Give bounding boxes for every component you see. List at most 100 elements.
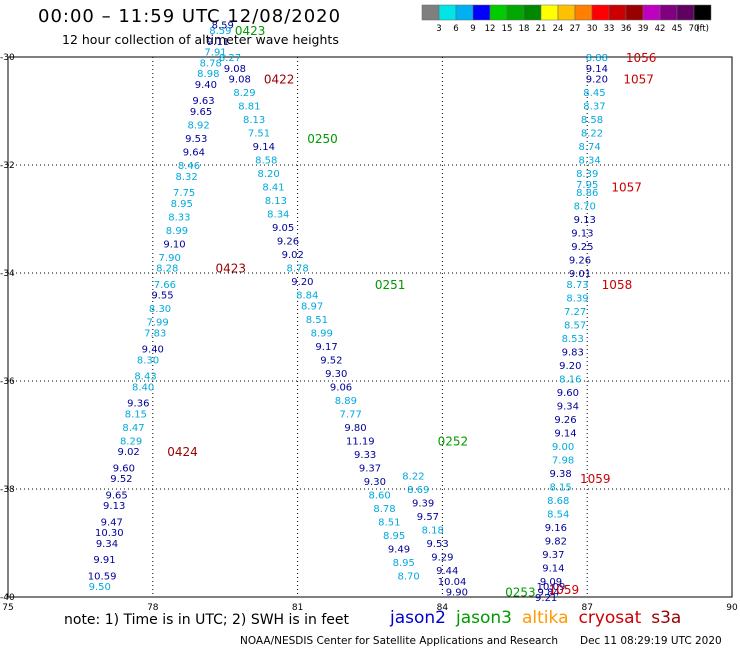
colorbar-label: 6 (453, 24, 458, 34)
wave-height-value: 8.53 (562, 334, 584, 345)
wave-height-value: 8.43 (134, 372, 156, 383)
wave-height-value: 9.53 (426, 539, 448, 550)
wave-height-value: 7.95 (576, 180, 598, 191)
wave-height-value: 9.52 (110, 474, 132, 485)
track-label: 0253 (505, 586, 536, 600)
wave-height-value: 9.37 (359, 463, 381, 474)
wave-height-value: 8.13 (265, 196, 287, 207)
wave-height-value: 9.00 (552, 442, 574, 453)
wave-height-value: 9.16 (545, 523, 567, 534)
wave-height-value: 8.58 (255, 156, 277, 167)
y-tick-label: -34 (0, 269, 15, 279)
track-label: 1057 (623, 73, 654, 87)
wave-height-value: 8.99 (311, 328, 333, 339)
colorbar-swatch (523, 4, 542, 21)
wave-height-value: 9.33 (354, 450, 376, 461)
wave-height-value: 9.02 (118, 447, 140, 458)
wave-height-value: 9.11 (207, 37, 229, 48)
colorbar-swatch (574, 4, 593, 21)
wave-height-value: 9.82 (545, 536, 567, 547)
wave-height-value: 8.46 (178, 161, 200, 172)
colorbar-label: 9 (470, 24, 475, 34)
colorbar-unit: (ft) (696, 24, 709, 34)
colorbar-label: 27 (570, 24, 581, 34)
colorbar-swatch (591, 4, 610, 21)
wave-height-value: 9.01 (569, 269, 591, 280)
wave-height-value: 9.29 (431, 553, 453, 564)
wave-height-value: 8.99 (166, 226, 188, 237)
wave-height-value: 7.91 (204, 48, 226, 59)
y-tick-label: -30 (0, 53, 15, 63)
plot-frame (7, 56, 733, 598)
wave-height-value: 8.59 (209, 26, 231, 37)
wave-height-value: 8.27 (219, 53, 241, 64)
colorbar-label: 36 (621, 24, 632, 34)
wave-height-value: 8.40 (132, 382, 154, 393)
wave-height-value: 7.99 (146, 318, 168, 329)
wave-height-value: 9.55 (151, 291, 173, 302)
colorbar-label: 21 (536, 24, 547, 34)
wave-height-value: 9.52 (320, 355, 342, 366)
wave-height-value: 8.54 (547, 509, 569, 520)
x-tick-label: 90 (726, 603, 738, 613)
wave-height-value: 9.44 (436, 566, 458, 577)
wave-height-value: 9.57 (417, 512, 439, 523)
track-label: 0423 (216, 262, 247, 276)
wave-height-value: 9.39 (412, 499, 434, 510)
y-tick-label: -40 (0, 593, 15, 603)
wave-height-value: 8.51 (378, 517, 400, 528)
colorbar-swatch (489, 4, 508, 21)
wave-height-value: 9.38 (550, 469, 572, 480)
note-text: note: 1) Time is in UTC; 2) SWH is in fe… (64, 612, 350, 628)
track-label: 1056 (626, 51, 657, 65)
track-label: 0423 (235, 24, 266, 38)
wave-height-value: 9.65 (190, 107, 212, 118)
y-tick-label: -36 (0, 377, 15, 387)
wave-height-value: 9.02 (282, 250, 304, 261)
wave-height-value: 9.14 (253, 142, 275, 153)
wave-height-value: 9.60 (113, 463, 135, 474)
wave-height-value: 8.39 (576, 169, 598, 180)
wave-height-value: 9.60 (557, 388, 579, 399)
wave-height-value: 8.28 (156, 264, 178, 275)
wave-height-value: 8.74 (578, 142, 600, 153)
colorbar-label: 3 (436, 24, 441, 34)
satellite-legend: jason2 jason3 altika cryosat s3a (390, 608, 691, 628)
wave-height-value: 8.13 (243, 115, 265, 126)
credit-text: NOAA/NESDIS Center for Satellite Applica… (240, 635, 558, 647)
wave-height-value: 9.14 (586, 64, 608, 75)
colorbar-label: 45 (672, 24, 683, 34)
wave-height-value: 11.19 (346, 436, 375, 447)
wave-height-value: 8.41 (262, 183, 284, 194)
wave-height-value: 10.04 (438, 577, 467, 588)
track-label: 0424 (167, 445, 198, 459)
wave-height-value: 8.69 (407, 485, 429, 496)
wave-height-value: 8.60 (369, 490, 391, 501)
colorbar-swatch (557, 4, 576, 21)
wave-height-value: 8.34 (267, 210, 289, 221)
wave-height-value: 8.98 (197, 69, 219, 80)
wave-height-value: 9.84 (537, 588, 559, 599)
legend-altika: altika (522, 608, 569, 628)
x-tick-label: 81 (292, 603, 303, 613)
wave-height-value: 8.51 (306, 315, 328, 326)
colorbar-label: 24 (553, 24, 564, 34)
wave-height-value: 9.20 (559, 361, 581, 372)
wave-height-value: 9.13 (571, 229, 593, 240)
wave-height-value: 8.78 (373, 504, 395, 515)
wave-height-value: 9.26 (569, 256, 591, 267)
wave-height-value: 8.58 (581, 115, 603, 126)
wave-height-value: 8.97 (301, 301, 323, 312)
colorbar-label: 33 (604, 24, 615, 34)
colorbar-label: 18 (519, 24, 530, 34)
wave-height-value: 9.26 (554, 415, 576, 426)
wave-height-value: 9.40 (195, 80, 217, 91)
wave-height-value: 9.06 (330, 382, 352, 393)
wave-height-value: 9.80 (344, 423, 366, 434)
colorbar-swatch (659, 4, 678, 21)
x-tick-label: 78 (147, 603, 159, 613)
wave-height-value: 10.09 (537, 582, 566, 593)
y-tick-label: -38 (0, 485, 15, 495)
wave-height-value: 8.22 (581, 129, 603, 140)
wave-height-value: 9.09 (540, 577, 562, 588)
